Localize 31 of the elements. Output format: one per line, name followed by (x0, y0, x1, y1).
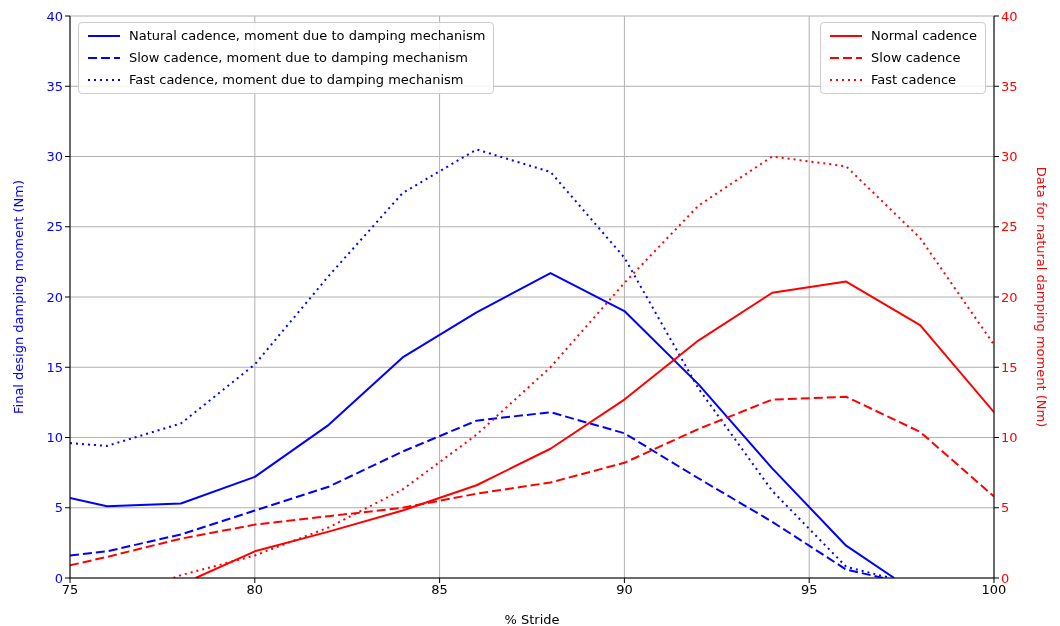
legend-label: Slow cadence (871, 49, 961, 67)
y-tick-label: 35 (46, 78, 63, 94)
y2-tick-label: 5 (1001, 500, 1010, 516)
y2-axis-title: Data for natural damping moment (Nm) (1034, 166, 1050, 428)
legend-label: Natural cadence, moment due to damping mechanism (129, 27, 486, 45)
y-tick-label: 25 (46, 219, 63, 235)
y-tick-label: 20 (46, 289, 63, 305)
y2-tick-label: 40 (1001, 8, 1018, 24)
y-tick-label: 5 (54, 500, 63, 516)
y-tick-label: 15 (46, 359, 63, 375)
y-tick-label: 10 (46, 430, 63, 446)
y-tick-label: 40 (46, 8, 63, 24)
x-tick-label: 85 (431, 582, 448, 598)
x-tick-label: 95 (800, 582, 818, 598)
y-axis-title: Final design damping moment (Nm) (10, 180, 26, 414)
y2-tick-label: 15 (1001, 359, 1018, 375)
y2-tick-label: 25 (1001, 219, 1018, 235)
legend-label: Fast cadence (871, 71, 957, 89)
y2-tick-label: 10 (1001, 430, 1018, 446)
y2-tick-label: 35 (1001, 78, 1018, 94)
x-tick-label: 75 (61, 582, 79, 598)
y-tick-label: 30 (46, 149, 63, 165)
legend-label: Normal cadence (871, 27, 977, 45)
y2-tick-label: 20 (1001, 289, 1018, 305)
y2-tick-label: 30 (1001, 149, 1018, 165)
legend-label: Fast cadence, moment due to damping mechanism (129, 71, 464, 89)
x-axis-title: % Stride (504, 612, 560, 626)
legend-label: Slow cadence, moment due to damping mechanism (129, 49, 468, 67)
x-tick-label: 90 (616, 582, 633, 598)
x-tick-label: 80 (246, 582, 264, 598)
y-tick-label: 0 (54, 570, 63, 586)
